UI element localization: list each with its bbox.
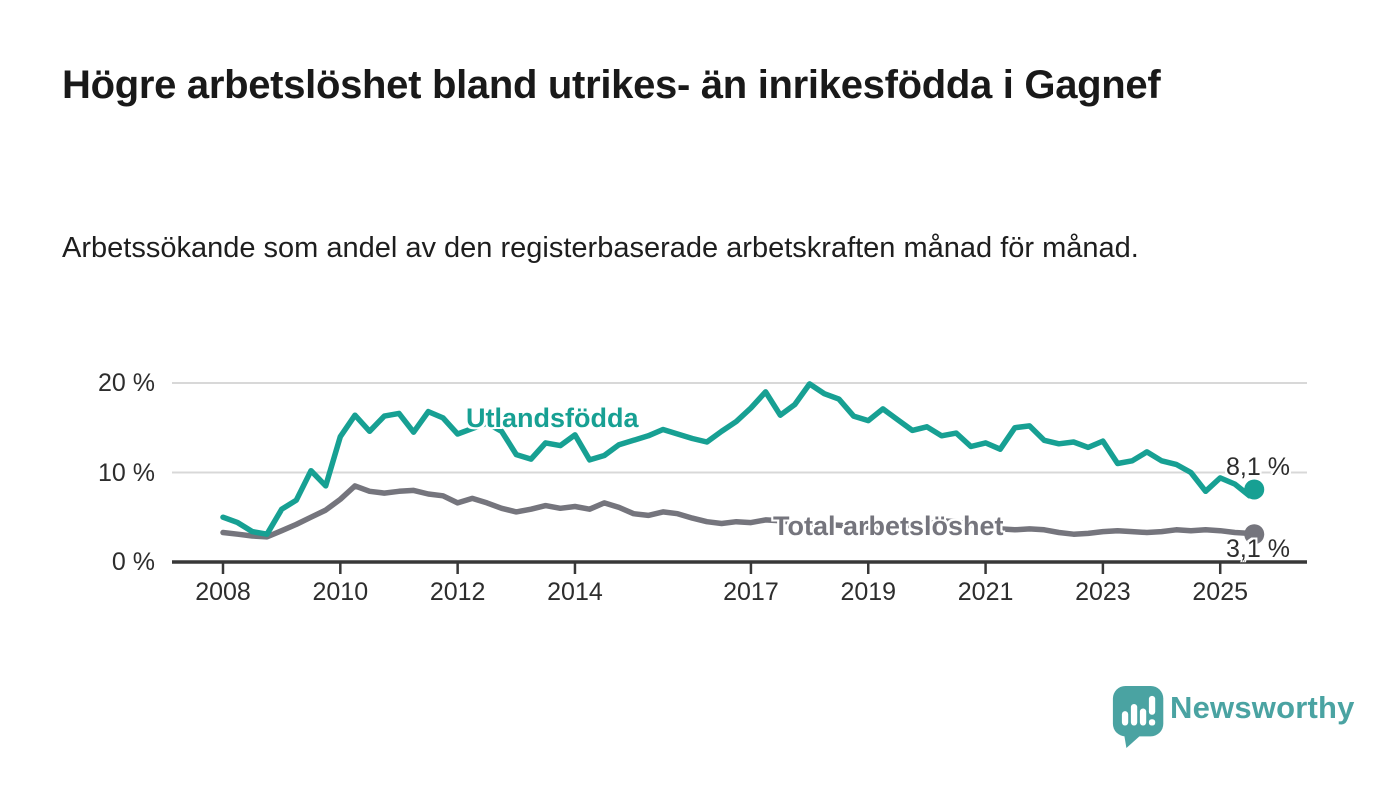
y-axis-tick-label-0: 0 %: [111, 548, 155, 576]
y-axis-tick-label-20: 20 %: [98, 369, 155, 397]
page-title: Högre arbetslöshet bland utrikes- än inr…: [62, 63, 1161, 107]
x-axis-tick-label-2012: 2012: [429, 578, 486, 606]
x-axis-tick-label-2017: 2017: [723, 578, 779, 606]
gridlines: [172, 381, 1307, 474]
series-label-utlandsfodda: Utlandsfödda: [466, 403, 639, 433]
x-axis-tick-label-2025: 2025: [1192, 578, 1249, 606]
x-axis-tick-label-2021: 2021: [957, 578, 1014, 606]
x-axis-tick-label-2023: 2023: [1075, 578, 1131, 606]
end-value-label-utlandsfodda: 8,1 %: [1226, 453, 1290, 481]
page-subtitle: Arbetssökande som andel av den registerb…: [62, 232, 1139, 264]
y-axis-tick-label-10: 10 %: [98, 459, 155, 487]
series-end-dot-0: [1244, 479, 1265, 500]
x-axis-tick-label-2008: 2008: [195, 578, 251, 606]
series-label-total-arbetsloshet: Total arbetslöshet: [773, 511, 1004, 541]
newsworthy-logo-icon: [1112, 685, 1164, 749]
series-line-1: [220, 483, 1257, 540]
brand-wordmark: Newsworthy: [1170, 690, 1355, 725]
series-end-dot-1: [1244, 524, 1265, 545]
x-axis: [172, 560, 1307, 574]
x-axis-tick-label-2010: 2010: [312, 578, 369, 606]
series-line-0: [220, 381, 1257, 537]
x-axis-tick-label-2019: 2019: [840, 578, 897, 606]
x-axis-tick-label-2014: 2014: [547, 578, 603, 606]
series-lines: [220, 381, 1265, 545]
end-value-label-total-arbetsloshet: 3,1 %: [1226, 535, 1290, 563]
